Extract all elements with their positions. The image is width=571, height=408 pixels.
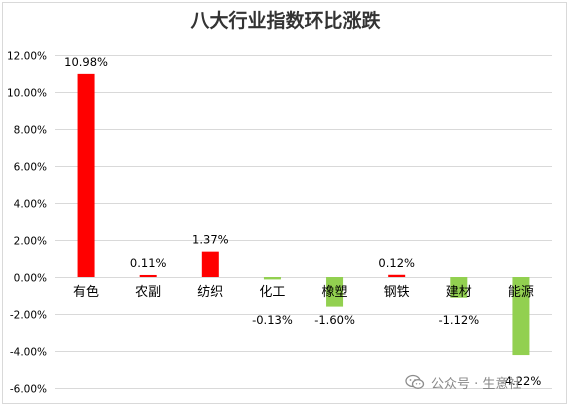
data-label: 1.37% [192,233,229,247]
data-label: 0.11% [130,256,167,270]
bar-能源 [512,277,530,356]
category-label: 能源 [508,285,534,300]
y-tick-label: 2.00% [14,236,47,248]
y-tick-label: -6.00% [10,384,47,396]
y-tick-label: 0.00% [14,273,47,285]
data-label: 10.98% [64,55,108,69]
bar-建材 [450,277,468,298]
bar-钢铁 [388,274,406,277]
y-tick-label: 12.00% [7,51,47,63]
y-tick-label: 10.00% [7,88,47,100]
wechat-icon [405,374,425,389]
category-label: 钢铁 [384,285,410,300]
data-label: -4.22% [501,374,542,388]
category-label: 橡塑 [322,285,348,300]
data-label: 0.12% [378,256,415,270]
bar-化工 [263,277,281,280]
y-tick-label: -2.00% [10,310,47,322]
y-axis-tick-labels: 12.00% 10.00% 8.00% 6.00% 4.00% 2.00% 0.00% -2.… [7,51,47,396]
bar-有色 [77,73,95,278]
data-labels: 10.98% 0.11% 1.37% -0.13% -1.60% 0.12% -1.12% -… [64,55,541,388]
watermark-text: 公众号 · 生意社 [431,376,522,392]
category-labels: 有色 农副 纺织 化工 橡塑 钢铁 建材 能源 [73,284,534,300]
gridlines [55,55,552,389]
category-label: 农副 [135,285,161,300]
data-label: -1.60% [314,313,355,327]
chart-title: 八大行业指数环比涨跌 [190,10,381,32]
bar-纺织 [201,251,219,277]
data-label: -0.13% [252,313,293,327]
y-tick-label: 6.00% [14,162,47,174]
y-tick-label: -4.00% [10,347,47,359]
bar-橡塑 [326,277,344,307]
watermark: 公众号 · 生意社 [405,371,521,393]
category-label: 有色 [73,284,99,300]
chart-frame [2,2,567,404]
bar-农副 [139,274,157,277]
data-label: -1.12% [438,313,479,327]
category-label: 纺织 [197,285,223,300]
category-label: 化工 [259,285,285,300]
bars [77,73,530,356]
y-tick-label: 8.00% [14,125,47,137]
category-label: 建材 [446,285,472,300]
y-tick-label: 4.00% [14,199,47,211]
